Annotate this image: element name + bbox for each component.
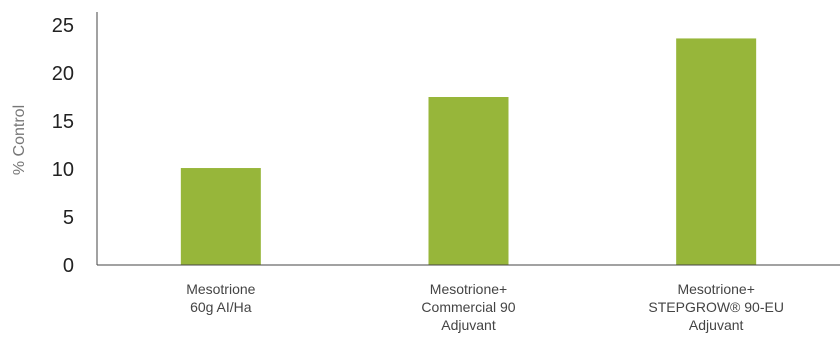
x-tick-label-line: Adjuvant <box>689 317 744 333</box>
x-tick-label-line: Mesotrione+ <box>677 281 754 297</box>
y-axis-label: % Control <box>11 105 28 175</box>
x-tick-label-line: Mesotrione <box>186 281 255 297</box>
y-tick-label: 10 <box>52 159 74 181</box>
x-tick-label-line: Mesotrione+ <box>430 281 507 297</box>
x-tick-label-line: STEPGROW® 90-EU <box>648 299 784 315</box>
x-tick-label-line: Adjuvant <box>441 317 496 333</box>
x-tick-label: Mesotrione+ Commercial 90 Adjuvant <box>421 281 515 333</box>
x-tick-label: Mesotrione 60g AI/Ha <box>186 281 255 315</box>
bar <box>180 168 261 265</box>
bar <box>428 97 509 265</box>
y-tick-label: 20 <box>52 63 74 85</box>
y-tick-label: 15 <box>52 111 74 133</box>
x-tick-label: Mesotrione+ STEPGROW® 90-EU Adjuvant <box>648 281 784 333</box>
x-tick-label-line: 60g AI/Ha <box>190 299 252 315</box>
x-axis-categories: Mesotrione 60g AI/Ha Mesotrione+ Commercial… <box>186 281 784 333</box>
x-tick-label-line: Commercial 90 <box>421 299 515 315</box>
y-tick-label: 5 <box>63 207 74 229</box>
y-axis-ticks: 0 5 10 15 20 25 <box>52 15 74 277</box>
bars <box>180 38 757 265</box>
y-tick-label: 0 <box>63 255 74 277</box>
y-tick-label: 25 <box>52 15 74 37</box>
bar <box>676 38 757 265</box>
